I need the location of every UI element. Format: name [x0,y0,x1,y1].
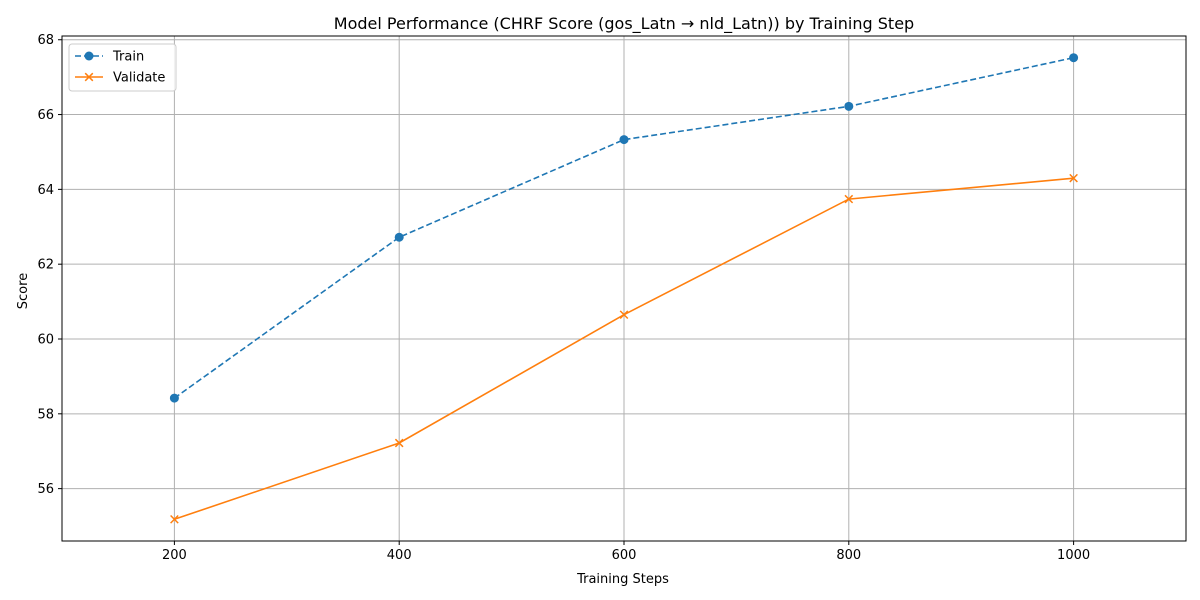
data-point [619,135,629,145]
x-tick-label: 400 [387,548,412,563]
data-point [169,393,179,403]
x-tick-label: 200 [162,548,187,563]
y-tick-label: 68 [37,33,54,48]
data-point [844,101,854,111]
series-line-train [173,56,1074,399]
data-point [1069,53,1079,63]
data-point [844,194,854,204]
y-axis-ticks: 56 58 60 62 64 66 68 [37,33,62,497]
y-tick-label: 62 [37,258,54,273]
y-tick-label: 58 [37,407,54,422]
legend-label-validate: Validate [113,71,165,86]
y-tick-label: 56 [37,482,54,497]
legend-marker-train [84,51,94,61]
legend-marker-validate [84,72,94,82]
y-axis-label: Score [16,273,31,309]
x-tick-label: 1000 [1057,548,1090,563]
data-point [394,232,404,242]
legend-label-train: Train [112,50,144,65]
legend: Train Validate [68,43,177,92]
chart-title: Model Performance (CHRF Score (gos_Latn … [334,14,914,34]
series-validate [170,173,1078,524]
data-point [1069,173,1078,183]
data-point [394,438,404,448]
x-tick-label: 600 [612,548,637,563]
x-axis-ticks: 200 400 600 800 1000 [162,541,1090,563]
x-axis-label: Training Steps [576,572,669,587]
y-tick-label: 60 [37,333,54,348]
series-train [169,53,1079,403]
series-layer [169,53,1079,524]
y-tick-label: 64 [37,183,54,198]
y-tick-label: 66 [37,108,54,123]
data-point [170,514,179,524]
grid [62,36,1186,541]
x-tick-label: 800 [836,548,861,563]
data-point [619,310,629,320]
